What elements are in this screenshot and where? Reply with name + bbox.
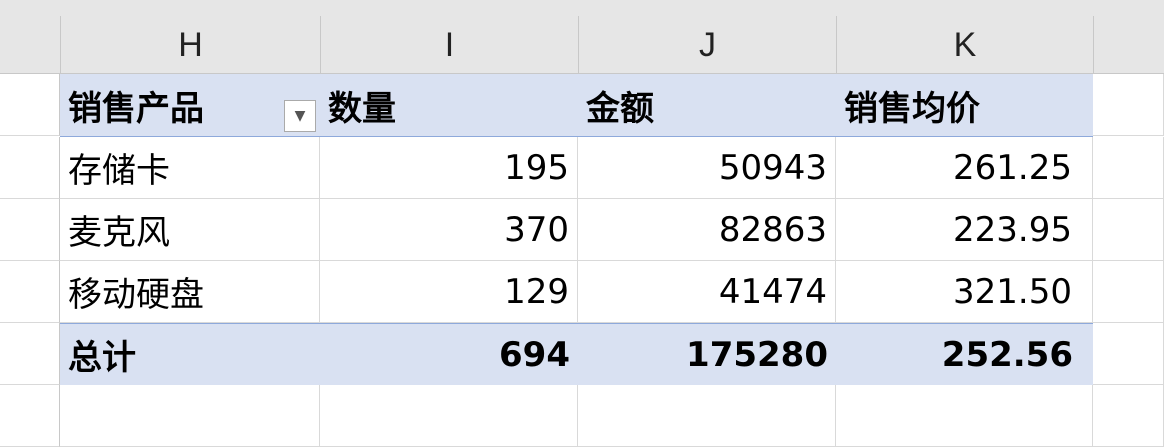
empty-cell[interactable]: [1093, 323, 1164, 385]
pivot-header-quantity[interactable]: 数量: [320, 74, 578, 137]
table-cell[interactable]: 261.25: [836, 137, 1093, 199]
total-quantity[interactable]: 694: [320, 323, 578, 385]
pivot-header-product[interactable]: 销售产品: [60, 74, 320, 137]
table-cell[interactable]: 223.95: [836, 199, 1093, 261]
empty-cell[interactable]: [60, 385, 320, 447]
table-cell[interactable]: 移动硬盘: [60, 261, 320, 323]
column-header-i[interactable]: I: [320, 16, 578, 74]
table-cell[interactable]: 321.50: [836, 261, 1093, 323]
table-cell[interactable]: 麦克风: [60, 199, 320, 261]
table-cell[interactable]: 370: [320, 199, 578, 261]
chevron-down-icon: ▼: [294, 108, 306, 124]
empty-cell[interactable]: [1093, 74, 1164, 136]
table-cell[interactable]: 存储卡: [60, 137, 320, 199]
column-header-j[interactable]: J: [578, 16, 836, 74]
table-cell[interactable]: 41474: [578, 261, 836, 323]
row-header[interactable]: [0, 261, 60, 323]
column-header-bar: H I J K: [0, 0, 1164, 74]
empty-cell[interactable]: [1093, 385, 1164, 447]
table-cell[interactable]: 129: [320, 261, 578, 323]
empty-cell[interactable]: [320, 385, 578, 447]
pivot-header-amount[interactable]: 金额: [578, 74, 836, 137]
empty-cell[interactable]: [1093, 261, 1164, 323]
filter-dropdown-button[interactable]: ▼: [284, 100, 316, 132]
table-cell[interactable]: 195: [320, 137, 578, 199]
pivot-header-avg-price[interactable]: 销售均价: [836, 74, 1093, 137]
empty-cell[interactable]: [1093, 137, 1164, 199]
column-header-next[interactable]: [1093, 16, 1164, 74]
total-amount[interactable]: 175280: [578, 323, 836, 385]
empty-cell[interactable]: [578, 385, 836, 447]
row-header[interactable]: [0, 323, 60, 385]
total-avg-price[interactable]: 252.56: [836, 323, 1093, 385]
row-header[interactable]: [0, 137, 60, 199]
row-header[interactable]: [0, 199, 60, 261]
column-header-k[interactable]: K: [836, 16, 1093, 74]
total-label[interactable]: 总计: [60, 323, 320, 385]
empty-cell[interactable]: [836, 385, 1093, 447]
row-header[interactable]: [0, 74, 60, 136]
table-cell[interactable]: 82863: [578, 199, 836, 261]
column-header-h[interactable]: H: [60, 16, 320, 74]
table-cell[interactable]: 50943: [578, 137, 836, 199]
row-header[interactable]: [0, 385, 60, 447]
empty-cell[interactable]: [1093, 199, 1164, 261]
